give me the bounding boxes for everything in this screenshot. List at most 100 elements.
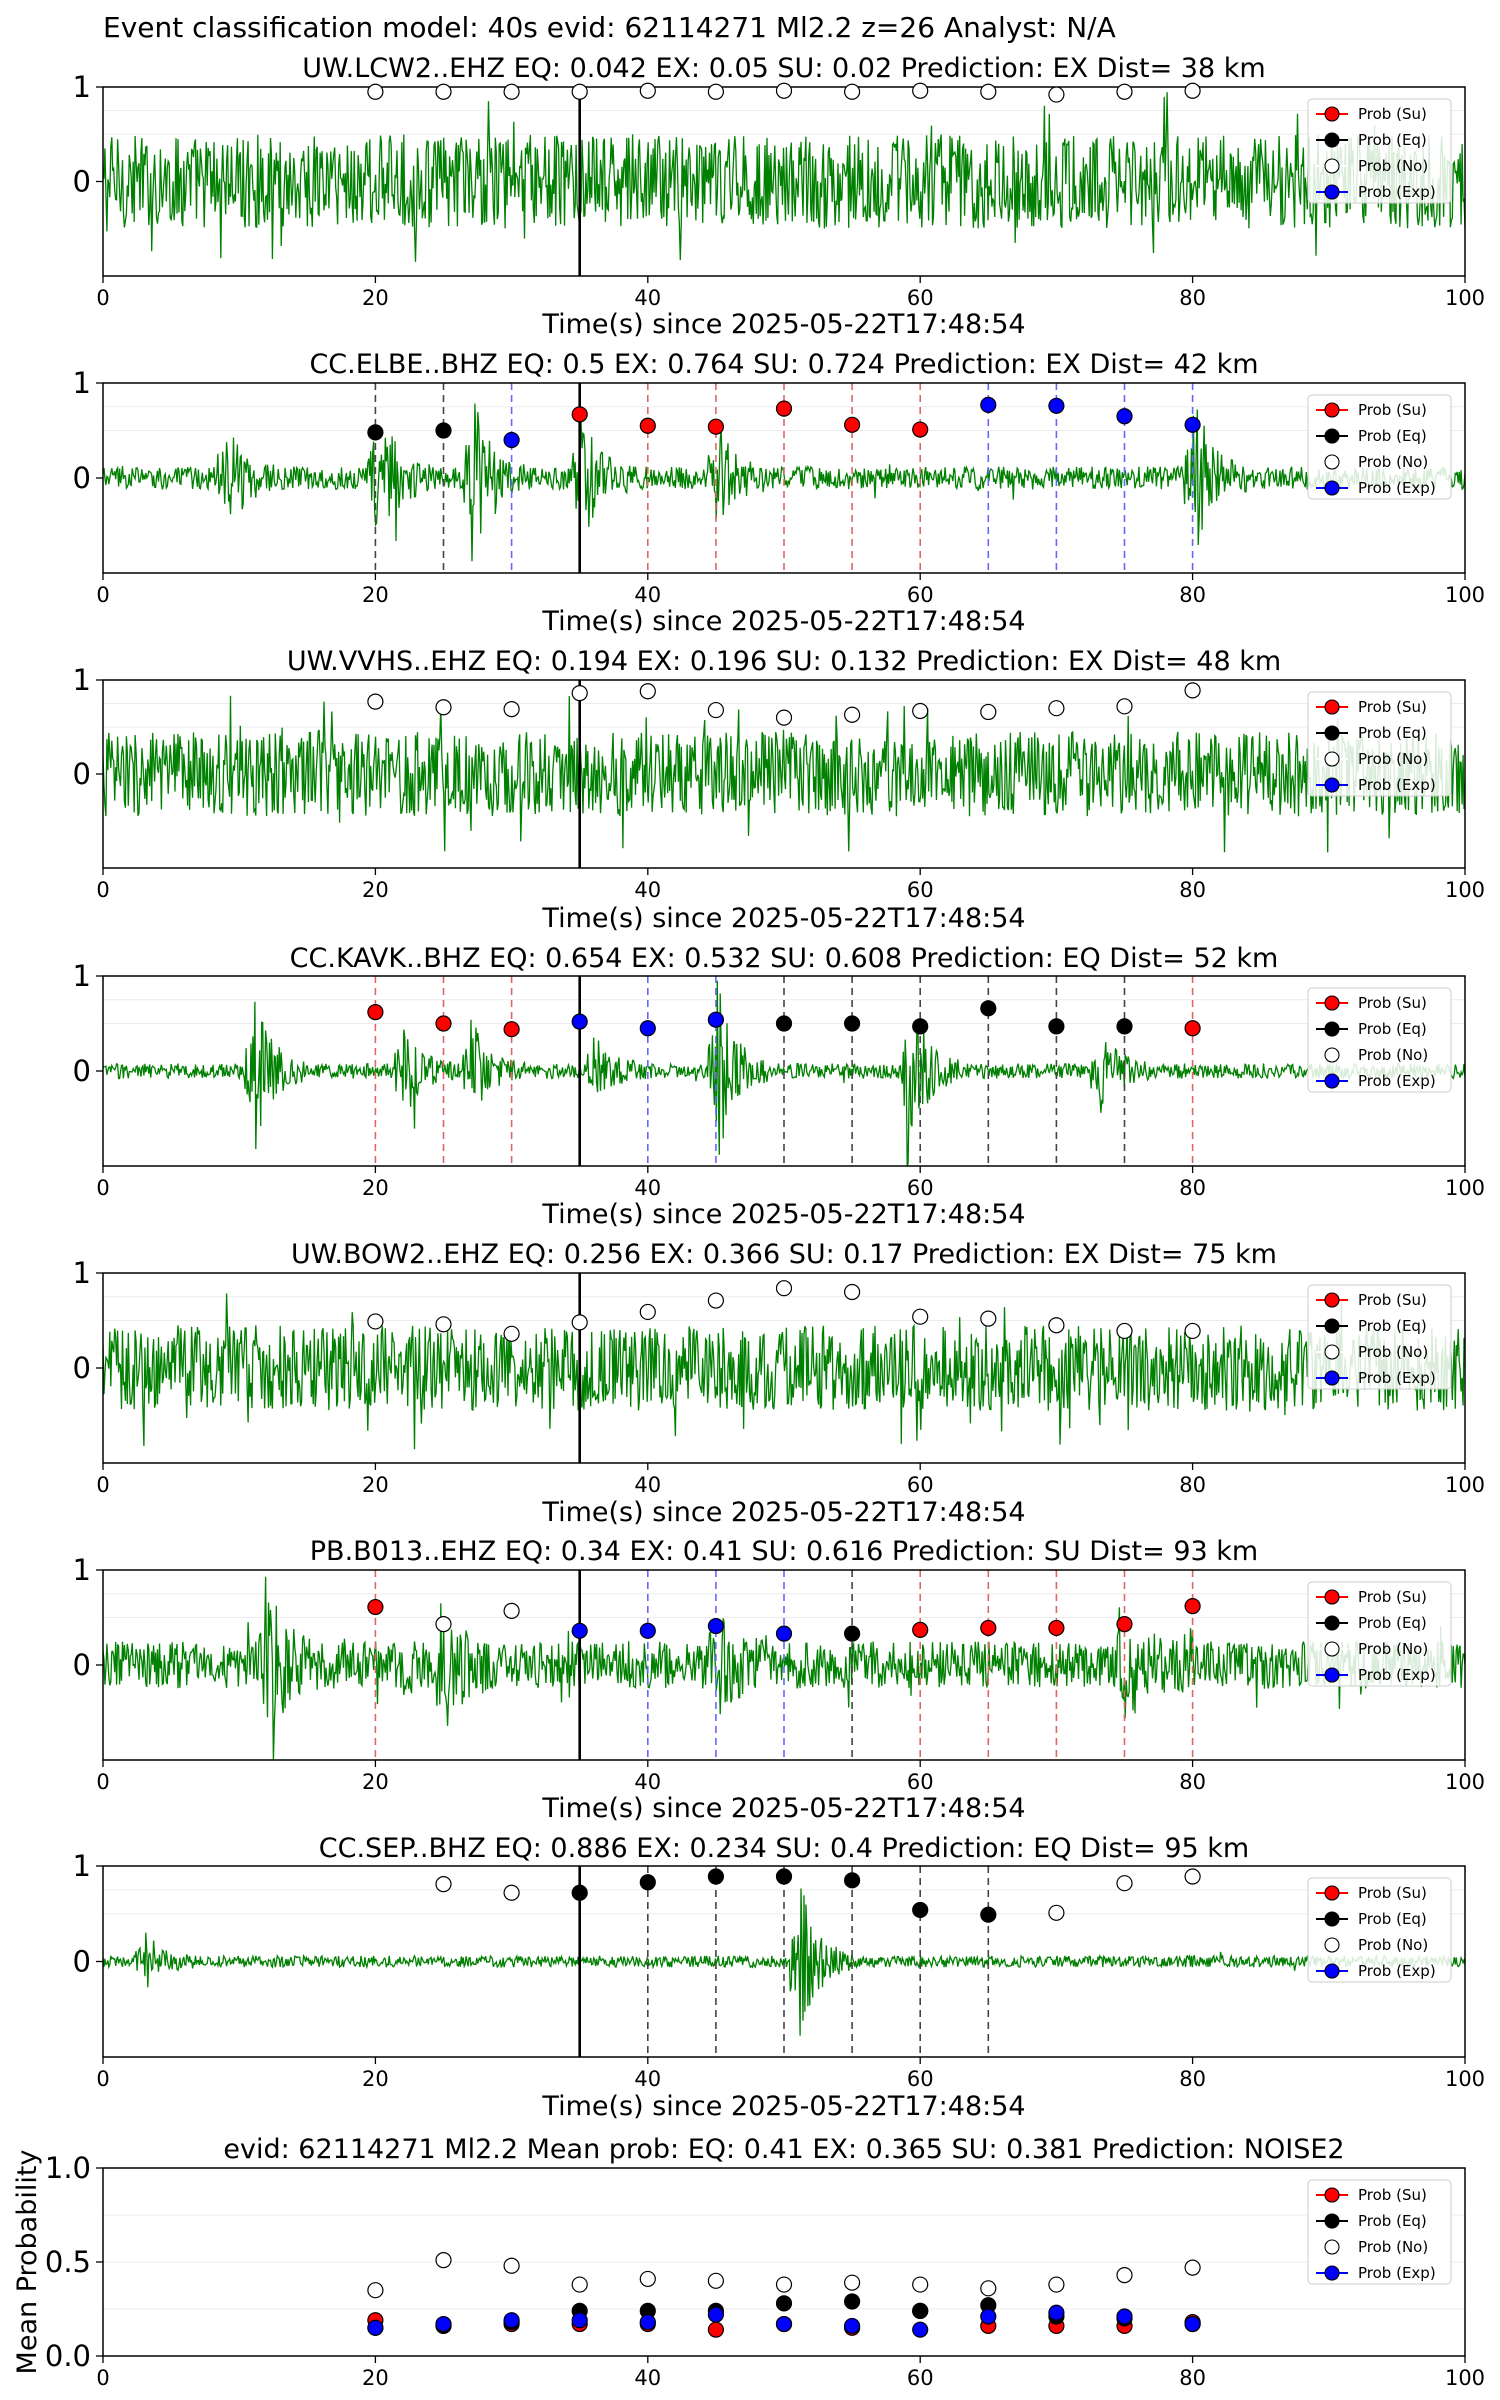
y-tick-label: 1 xyxy=(73,366,91,400)
prob-point-exp xyxy=(707,1011,725,1028)
prob-point-no xyxy=(707,2272,725,2289)
prob-point-exp xyxy=(980,2308,997,2325)
panel-6: 0 20 40 60 80 100 0 1 PB.B013..EHZ EQ: 0.34 EX: … xyxy=(73,1536,1486,1824)
prob-point-exp xyxy=(843,2317,861,2335)
prob-point-eq xyxy=(912,1018,929,1035)
panel-title: CC.SEP..BHZ EQ: 0.886 EX: 0.234 SU: 0.4 … xyxy=(319,1833,1249,1864)
legend-label: Prob (Eq) xyxy=(1358,1020,1427,1038)
legend-marker-su xyxy=(1324,995,1340,1011)
x-tick-label: 20 xyxy=(362,2366,389,2390)
legend-marker-no xyxy=(1324,751,1340,767)
x-tick-label: 60 xyxy=(907,2366,934,2390)
legend-label: Prob (No) xyxy=(1358,157,1428,175)
prob-point-no xyxy=(367,2282,384,2299)
panel-title: CC.ELBE..BHZ EQ: 0.5 EX: 0.764 SU: 0.724… xyxy=(309,349,1258,380)
prob-point-no xyxy=(912,1308,929,1325)
prob-point-no xyxy=(912,2276,929,2293)
prob-point-no xyxy=(1116,1322,1133,1340)
prob-point-no xyxy=(980,703,997,721)
x-axis-label: Time(s) since 2025-05-22T17:48:54 xyxy=(541,2091,1025,2122)
prob-point-no xyxy=(367,693,384,710)
prob-point-no xyxy=(1048,2276,1065,2293)
prob-point-eq xyxy=(775,1015,793,1032)
panel-title: CC.KAVK..BHZ EQ: 0.654 EX: 0.532 SU: 0.6… xyxy=(290,943,1279,974)
x-tick-label: 20 xyxy=(362,1473,389,1497)
legend-label: Prob (Exp) xyxy=(1358,183,1436,201)
legend-marker-su xyxy=(1324,106,1340,122)
prob-point-no xyxy=(503,1884,520,1901)
x-tick-label: 60 xyxy=(907,2067,934,2091)
prob-point-no xyxy=(1184,1868,1201,1885)
prob-point-su xyxy=(980,1619,997,1637)
legend-marker-exp xyxy=(1324,480,1340,496)
y-tick-label: 0 xyxy=(73,1054,91,1088)
legend-marker-eq xyxy=(1324,132,1340,148)
x-tick-label: 40 xyxy=(634,2067,661,2091)
prob-point-no xyxy=(435,1876,452,1893)
prob-point-no xyxy=(1116,2267,1133,2284)
prob-point-no xyxy=(435,2252,452,2269)
x-tick-label: 100 xyxy=(1445,286,1485,310)
prob-point-exp xyxy=(912,2321,929,2338)
x-axis-label: Time(s) since 2025-05-22T17:48:54 xyxy=(541,1199,1025,1230)
prob-point-su xyxy=(707,418,725,435)
prob-point-eq xyxy=(367,424,384,441)
legend-marker-no xyxy=(1324,1937,1340,1953)
legend-marker-su xyxy=(1324,2187,1340,2203)
legend-label: Prob (Eq) xyxy=(1358,724,1427,742)
legend: Prob (Su) Prob (Eq) Prob (No) Prob (Exp) xyxy=(1307,1877,1452,1983)
legend-marker-eq xyxy=(1324,1615,1340,1631)
waveform-trace xyxy=(103,92,1465,262)
legend-marker-exp xyxy=(1324,2265,1340,2281)
prob-point-eq xyxy=(980,1906,997,1923)
legend-marker-no xyxy=(1324,1344,1340,1360)
legend-label: Prob (Exp) xyxy=(1358,1072,1436,1090)
prob-point-no xyxy=(503,83,520,100)
panel-7: 0 20 40 60 80 100 0 1 CC.SEP..BHZ EQ: 0.886 EX: … xyxy=(73,1833,1486,2122)
x-tick-label: 20 xyxy=(362,286,389,310)
legend: Prob (Su) Prob (Eq) Prob (No) Prob (Exp) xyxy=(1307,1581,1452,1687)
prob-point-exp xyxy=(775,1625,793,1642)
prob-point-su xyxy=(1048,1619,1065,1637)
legend-label: Prob (Exp) xyxy=(1358,1369,1436,1387)
prob-point-no xyxy=(775,1280,793,1297)
prob-point-eq xyxy=(843,2293,861,2310)
panel-title: UW.LCW2..EHZ EQ: 0.042 EX: 0.05 SU: 0.02… xyxy=(302,53,1265,84)
waveform-trace xyxy=(103,695,1465,853)
prob-point-no xyxy=(571,83,588,100)
prob-point-no xyxy=(843,1283,861,1301)
prob-point-exp xyxy=(639,1622,656,1639)
x-tick-label: 40 xyxy=(634,583,661,607)
waveform-trace xyxy=(103,1888,1465,2036)
legend: Prob (Su) Prob (Eq) Prob (No) Prob (Exp) xyxy=(1307,691,1452,797)
prob-point-no xyxy=(571,2276,588,2293)
legend-label: Prob (Eq) xyxy=(1358,131,1427,149)
prob-point-no xyxy=(503,701,520,718)
prob-point-no xyxy=(639,2270,656,2288)
x-tick-label: 40 xyxy=(634,286,661,310)
prob-point-su xyxy=(1116,1616,1133,1633)
x-tick-label: 60 xyxy=(907,1176,934,1200)
x-tick-label: 0 xyxy=(96,2067,109,2091)
prob-point-eq xyxy=(639,1874,656,1891)
legend-marker-eq xyxy=(1324,1911,1340,1927)
prob-point-exp xyxy=(1184,416,1201,433)
prob-point-no xyxy=(503,2257,520,2274)
legend-marker-su xyxy=(1324,1292,1340,1308)
prob-point-eq xyxy=(775,2295,793,2312)
x-tick-label: 80 xyxy=(1179,878,1206,902)
legend-label: Prob (No) xyxy=(1358,1046,1428,1064)
prob-point-su xyxy=(503,1021,520,1038)
y-tick-label: 1 xyxy=(73,1553,91,1587)
legend-label: Prob (No) xyxy=(1358,2238,1428,2256)
prob-point-su xyxy=(571,406,588,423)
panel-2: 0 20 40 60 80 100 0 1 CC.ELBE..BHZ EQ: 0.5 EX: 0… xyxy=(73,349,1486,637)
prob-point-no xyxy=(912,82,929,99)
prob-point-no xyxy=(980,2280,997,2297)
prob-point-no xyxy=(980,83,997,100)
legend-label: Prob (No) xyxy=(1358,1640,1428,1658)
prob-point-no xyxy=(571,1314,588,1331)
x-tick-label: 60 xyxy=(907,1473,934,1497)
prob-point-exp xyxy=(571,2312,588,2329)
waveform-trace xyxy=(103,403,1465,562)
